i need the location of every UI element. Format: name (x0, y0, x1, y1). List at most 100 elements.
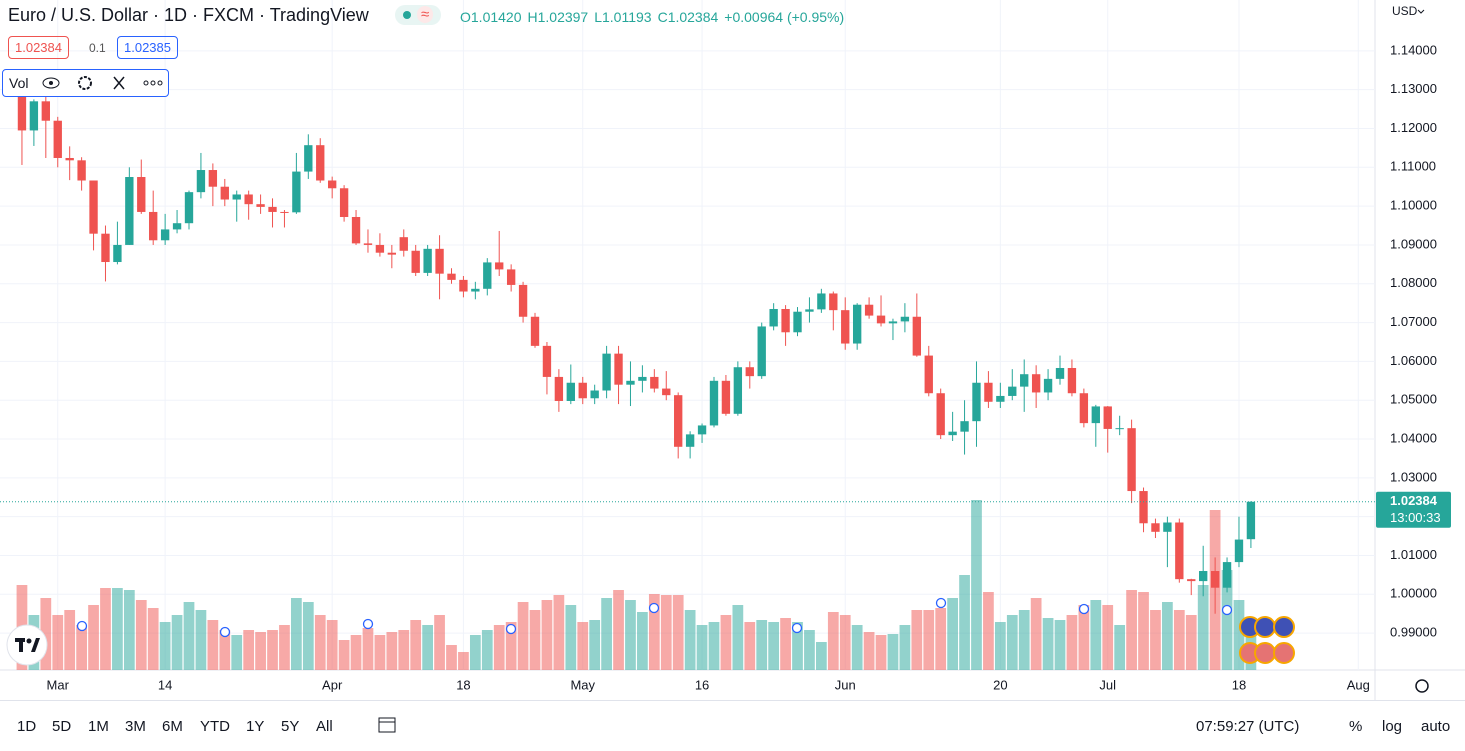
volume-bar (159, 622, 171, 670)
symbol-title: Euro / U.S. Dollar · 1D · FXCM · Trading… (8, 5, 369, 25)
range-button[interactable]: 1D (17, 718, 37, 735)
scale-option[interactable]: auto (1421, 718, 1451, 735)
volume-bar (410, 620, 422, 670)
range-button[interactable]: 1Y (246, 718, 265, 735)
volume-bar (338, 640, 350, 670)
candle-body (697, 425, 707, 435)
volume-bar (827, 612, 839, 670)
clock[interactable]: 07:59:27 (UTC) (1196, 718, 1300, 735)
volume-bar (350, 635, 362, 670)
candle-body (77, 160, 86, 181)
range-button[interactable]: 5D (52, 718, 72, 735)
volume-bar (1221, 570, 1233, 670)
candle-body (113, 244, 122, 263)
volume-bar (696, 625, 708, 670)
settings-icon[interactable] (1415, 679, 1429, 693)
candle-body (530, 316, 540, 346)
volume-bar (553, 595, 565, 670)
indicator-icons[interactable] (39, 73, 167, 93)
volume-bar (195, 610, 207, 670)
y-tick-label: 1.09000 (1390, 236, 1437, 251)
range-button[interactable]: All (316, 718, 333, 735)
volume-bar (851, 625, 863, 670)
candle-body (220, 186, 229, 200)
logo (6, 624, 48, 666)
x-tick-label: 18 (1232, 677, 1246, 692)
high: H1.02397 (527, 9, 589, 25)
candle-body (495, 262, 504, 270)
candle-body (852, 304, 862, 344)
x-tick-label: Aug (1347, 677, 1370, 692)
volume-bar (314, 615, 326, 670)
candle-body (1187, 579, 1196, 582)
range-button[interactable]: 1M (88, 718, 109, 735)
range-button[interactable]: 6M (162, 718, 183, 735)
market-status: ≈ (395, 5, 441, 25)
candle-body (1139, 491, 1148, 524)
currency[interactable]: USD (1392, 4, 1418, 18)
volume-bar (493, 625, 505, 670)
candle-body (817, 293, 826, 310)
volume-bar (816, 642, 827, 670)
scale-option[interactable]: % (1349, 718, 1363, 735)
volume-bar (1042, 618, 1054, 670)
x-tick-label: Apr (322, 677, 343, 692)
last-price: 1.02384 (1390, 493, 1438, 508)
candle-body (602, 353, 611, 391)
candle-body (948, 431, 957, 436)
x-tick-label: May (570, 677, 595, 692)
y-tick-label: 1.05000 (1390, 392, 1437, 407)
countdown: 13:00:33 (1390, 510, 1441, 525)
x-tick-label: 16 (695, 677, 709, 692)
volume-bar (398, 630, 410, 670)
candle-body (447, 273, 456, 280)
range-button[interactable]: YTD (200, 718, 230, 735)
x-tick-label: Jun (835, 677, 856, 692)
x-tick-label: 20 (993, 677, 1007, 692)
candle-body (244, 194, 253, 205)
y-tick-label: 1.07000 (1390, 314, 1437, 329)
volume-bar (255, 632, 266, 670)
ohlc-legend: O1.01420 H1.02397 L1.01193 C1.02384 +0.00964… (460, 9, 850, 25)
candle-body (793, 311, 802, 333)
goto-date-icon[interactable] (377, 715, 399, 735)
volume-bar (291, 598, 302, 670)
volume-bar (362, 628, 374, 670)
volume-bar (648, 594, 660, 670)
volume-bar (565, 605, 577, 670)
volume-bar (839, 615, 851, 670)
candle-body (662, 388, 671, 396)
volume-bar (88, 605, 99, 670)
volume-bar (1102, 605, 1114, 670)
scale-option[interactable]: log (1382, 718, 1403, 735)
volume-bar (672, 595, 684, 670)
candle-body (924, 355, 933, 394)
volume-bar (637, 612, 648, 670)
candle-body (1031, 374, 1041, 393)
sell-price[interactable]: 1.02384 (8, 36, 69, 59)
candle-body (1234, 539, 1244, 563)
candle-body (280, 211, 289, 213)
candle-body (876, 315, 886, 324)
indicator-name: Vol (9, 75, 29, 91)
buy-price[interactable]: 1.02385 (117, 36, 178, 59)
volume-bar (64, 610, 76, 670)
candle-body (208, 170, 218, 187)
candle-body (864, 304, 874, 316)
candle-body (674, 395, 683, 447)
chart: 0.990001.000001.010001.020001.030001.040… (0, 0, 1465, 700)
volume-bar (911, 610, 923, 670)
x-tick-label: Jul (1099, 677, 1116, 692)
event-markers (76, 597, 1233, 638)
volume-bar (434, 615, 445, 670)
range-button[interactable]: 3M (125, 718, 146, 735)
candle-body (506, 269, 516, 285)
candle-body (1127, 428, 1136, 492)
candle-body (972, 382, 981, 422)
candle-body (626, 380, 635, 385)
range-button[interactable]: 5Y (281, 718, 300, 735)
volume-bar (589, 620, 601, 670)
change: +0.00964 (+0.95%) (724, 9, 845, 25)
volume-bar (52, 615, 64, 670)
candle-body (566, 382, 575, 401)
